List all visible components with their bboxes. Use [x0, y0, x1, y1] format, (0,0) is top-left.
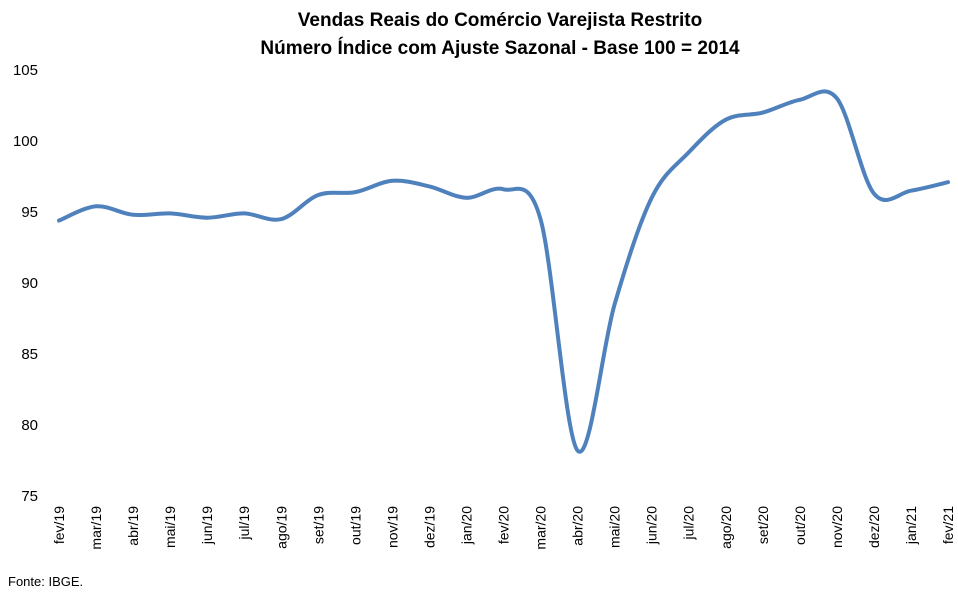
x-tick-label: set/20	[755, 506, 771, 544]
x-tick-label: jun/19	[199, 506, 215, 545]
chart-title: Vendas Reais do Comércio Varejista Restr…	[298, 10, 702, 31]
x-tick-label: jul/20	[681, 506, 697, 541]
x-tick-label: mar/19	[88, 506, 104, 550]
x-tick-label: out/20	[792, 506, 808, 545]
y-tick-label: 90	[21, 275, 38, 292]
x-tick-label: dez/19	[421, 506, 437, 548]
x-tick-label: jan/20	[458, 506, 474, 545]
source-note: Fonte: IBGE.	[8, 574, 83, 589]
x-tick-label: jan/21	[903, 506, 919, 545]
x-tick-label: out/19	[347, 506, 363, 545]
x-tick-label: mai/19	[162, 506, 178, 548]
x-tick-label: jul/19	[236, 506, 252, 541]
y-axis-ticks: 75 80 85 90 95 100 105	[13, 62, 38, 505]
x-tick-label: mai/20	[607, 506, 623, 548]
x-tick-label: jun/20	[644, 506, 660, 545]
x-tick-label: set/19	[310, 506, 326, 544]
x-tick-label: fev/21	[940, 506, 956, 544]
x-tick-label: fev/20	[496, 506, 512, 544]
x-tick-label: ago/20	[718, 506, 734, 549]
x-tick-label: mar/20	[533, 506, 549, 550]
y-tick-label: 100	[13, 133, 38, 150]
series-layer	[57, 89, 950, 454]
y-tick-label: 95	[21, 204, 38, 221]
y-tick-label: 75	[21, 488, 38, 505]
chart-subtitle: Número Índice com Ajuste Sazonal - Base …	[260, 37, 740, 59]
x-tick-label: dez/20	[866, 506, 882, 548]
x-tick-label: nov/19	[384, 506, 400, 548]
x-tick-label: ago/19	[273, 506, 289, 549]
y-tick-label: 85	[21, 346, 38, 363]
x-tick-label: nov/20	[829, 506, 845, 548]
x-axis-ticks: fev/19 mar/19 abr/19 mai/19 jun/19 jul/19 ago/…	[51, 506, 956, 550]
y-tick-label: 80	[21, 417, 38, 434]
y-tick-label: 105	[13, 62, 38, 79]
series-line-0	[57, 89, 950, 454]
x-tick-label: fev/19	[51, 506, 67, 544]
x-tick-label: abr/19	[125, 506, 141, 546]
x-tick-label: abr/20	[570, 506, 586, 546]
